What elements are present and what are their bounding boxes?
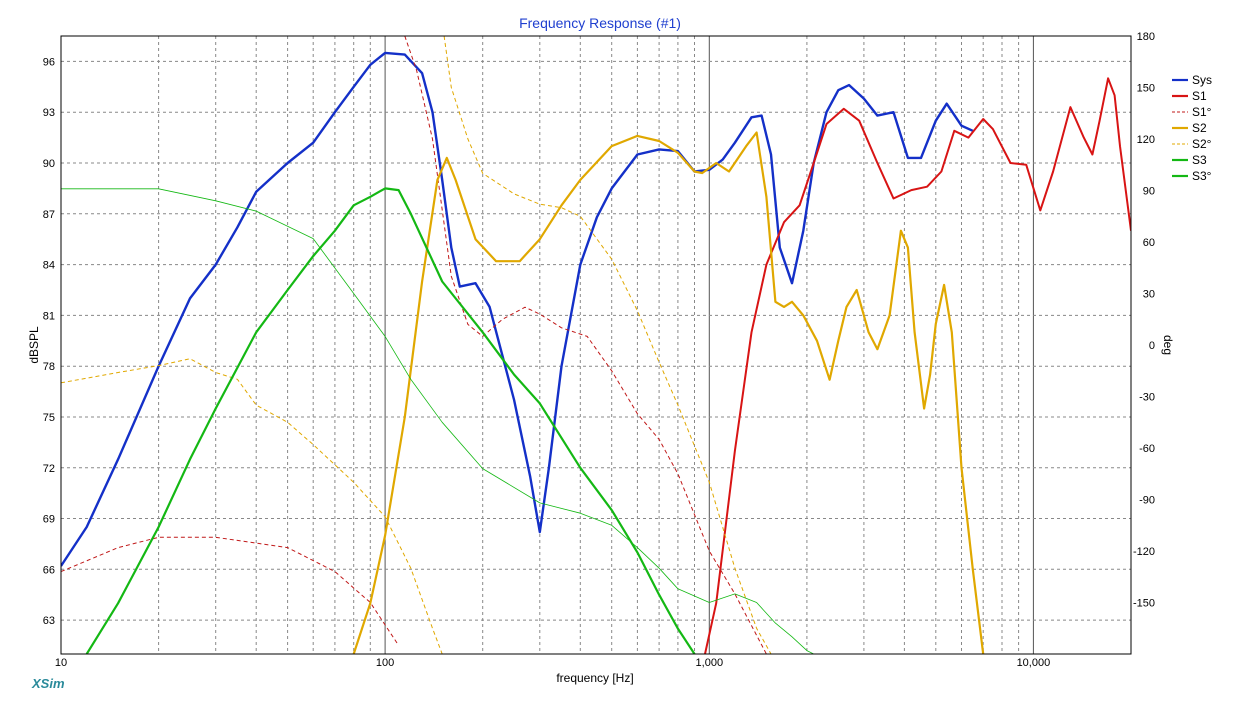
- x-tick-label: 10,000: [1017, 657, 1051, 669]
- y-tick-label: 78: [43, 361, 55, 373]
- y-tick-label: 81: [43, 310, 55, 322]
- series-s1-phase: [61, 36, 767, 654]
- legend-label: S2: [1192, 121, 1207, 135]
- legend-label: S2°: [1192, 137, 1212, 151]
- y-tick-label: 75: [43, 412, 55, 424]
- series-group: [61, 36, 1131, 654]
- y-tick-label: 96: [43, 56, 55, 68]
- brand-logo: XSim: [31, 676, 65, 691]
- series-s3-phase: [61, 188, 814, 654]
- x-tick-label: 1,000: [696, 657, 724, 669]
- y-tick-label: 66: [43, 564, 55, 576]
- y-tick-label: 63: [43, 615, 55, 627]
- series-s2: [352, 131, 985, 654]
- y2-tick-label: 0: [1149, 340, 1155, 352]
- y2-tick-label: 120: [1137, 134, 1155, 146]
- legend-label: S1°: [1192, 105, 1212, 119]
- y2-tick-label: -30: [1139, 392, 1155, 404]
- y-tick-label: 90: [43, 158, 55, 170]
- series-s1: [704, 77, 1131, 654]
- y2-tick-label: 60: [1143, 237, 1155, 249]
- y2-tick-label: -120: [1133, 546, 1155, 558]
- y-tick-label: 93: [43, 107, 55, 119]
- x-axis-label: frequency [Hz]: [556, 671, 633, 685]
- y-axis-label: dBSPL: [27, 326, 41, 364]
- series-s2-phase: [61, 36, 772, 654]
- chart-title: Frequency Response (#1): [519, 15, 681, 31]
- y2-axis-label: deg: [1161, 335, 1175, 355]
- y2-tick-label: 150: [1137, 83, 1155, 95]
- series-sys: [61, 51, 974, 567]
- y2-tick-label: -150: [1133, 598, 1155, 610]
- axis-ticks: 10 100 1,000 10,000 63 66 69 72 75 78 81 84 87 90 93 96…: [43, 31, 1155, 669]
- y2-tick-label: 30: [1143, 289, 1155, 301]
- y2-tick-label: -90: [1139, 495, 1155, 507]
- y2-tick-label: 90: [1143, 186, 1155, 198]
- y-tick-label: 84: [43, 260, 55, 272]
- y-tick-label: 72: [43, 463, 55, 475]
- legend-label: S1: [1192, 89, 1207, 103]
- y2-tick-label: -60: [1139, 443, 1155, 455]
- y-tick-label: 87: [43, 209, 55, 221]
- legend: Sys S1 S1° S2 S2° S3 S3°: [1172, 73, 1212, 183]
- x-tick-label: 10: [55, 657, 67, 669]
- y-tick-label: 69: [43, 514, 55, 526]
- legend-label: Sys: [1192, 73, 1212, 87]
- y2-tick-label: 180: [1137, 31, 1155, 43]
- legend-label: S3: [1192, 153, 1207, 167]
- x-tick-label: 100: [376, 657, 394, 669]
- series-s3: [85, 187, 696, 654]
- legend-label: S3°: [1192, 169, 1212, 183]
